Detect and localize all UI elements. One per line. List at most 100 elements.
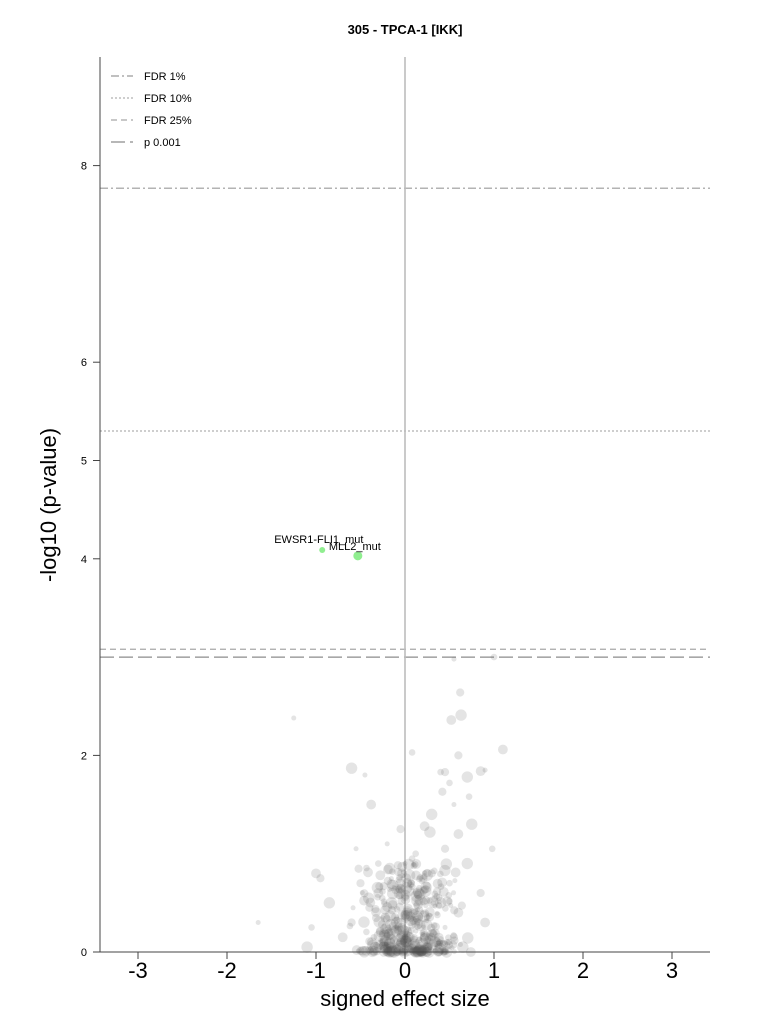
data-point [411, 861, 417, 867]
data-point [394, 915, 400, 921]
data-point [433, 887, 442, 896]
data-point [394, 925, 405, 936]
data-point [416, 874, 424, 881]
data-point [393, 916, 401, 924]
data-point [437, 883, 445, 890]
data-point [466, 818, 478, 830]
data-point [435, 894, 443, 901]
data-point [400, 936, 412, 948]
x-tick-label: 3 [666, 958, 678, 983]
data-point [401, 934, 407, 940]
data-point [416, 906, 424, 913]
data-point [416, 914, 422, 920]
data-point [397, 892, 403, 898]
data-point [366, 945, 379, 958]
data-point [437, 877, 448, 888]
data-point [440, 844, 450, 853]
data-point [417, 936, 423, 942]
legend-label-2: FDR 25% [144, 115, 192, 127]
data-point [425, 897, 433, 904]
data-point [369, 946, 380, 956]
data-point [384, 938, 396, 950]
data-point [456, 688, 465, 697]
highlight-point-1 [353, 551, 363, 561]
data-point [386, 946, 392, 952]
legend: FDR 1% FDR 10% FDR 25% p 0.001 [111, 71, 192, 149]
data-point [402, 903, 413, 914]
data-point [384, 947, 393, 956]
data-point [450, 867, 461, 878]
data-point [378, 929, 391, 942]
data-point [393, 934, 405, 946]
data-point [414, 919, 426, 931]
data-point [445, 892, 453, 899]
data-point [389, 936, 399, 945]
data-point [356, 879, 365, 888]
data-point [416, 946, 426, 957]
data-point [404, 932, 415, 942]
data-point [419, 821, 430, 832]
data-point [439, 939, 447, 947]
data-point [426, 808, 438, 821]
data-point [402, 861, 408, 867]
data-point [379, 935, 392, 947]
data-point [397, 896, 406, 906]
data-point [403, 933, 409, 939]
data-point [411, 911, 424, 923]
data-point [435, 902, 443, 909]
data-point [396, 930, 406, 939]
data-point [425, 913, 435, 922]
data-point [415, 944, 428, 957]
data-point [361, 945, 371, 956]
data-point [451, 890, 457, 896]
data-point [424, 942, 433, 952]
data-point [421, 909, 430, 918]
data-point [413, 946, 421, 953]
data-point [373, 941, 380, 949]
data-point [387, 906, 397, 915]
data-point [394, 942, 400, 948]
data-point [461, 771, 473, 783]
data-point [498, 744, 508, 755]
data-point [385, 941, 396, 952]
data-point [434, 940, 443, 949]
x-tick-label: -3 [128, 958, 148, 983]
data-point [358, 916, 370, 928]
y-ticks: 0 2 4 5 6 8 [81, 161, 100, 959]
data-point [369, 941, 381, 954]
data-point [438, 787, 447, 796]
data-point [419, 933, 430, 944]
data-point [382, 902, 393, 912]
data-point [412, 887, 425, 899]
data-point [385, 946, 393, 953]
data-point [393, 947, 402, 956]
data-point [316, 874, 325, 883]
data-point [385, 918, 397, 931]
data-point [402, 929, 409, 936]
data-point [378, 894, 386, 902]
x-tick-label: -1 [306, 958, 326, 983]
data-point [429, 935, 441, 948]
data-point [401, 933, 409, 941]
data-point [413, 928, 419, 934]
data-point [402, 948, 408, 954]
data-point [402, 941, 410, 948]
data-point [423, 941, 433, 952]
data-point [414, 888, 426, 901]
x-tick-label: 2 [577, 958, 589, 983]
data-point [400, 869, 406, 875]
data-point [409, 907, 419, 918]
data-point [395, 878, 406, 889]
data-point [397, 925, 410, 937]
data-point [400, 910, 411, 921]
data-point [375, 926, 385, 936]
data-point [439, 939, 449, 948]
data-point [416, 875, 423, 883]
data-point [410, 890, 422, 902]
data-point [425, 912, 433, 920]
data-point [402, 906, 413, 916]
data-point [420, 931, 426, 937]
data-point [365, 903, 374, 912]
data-point [373, 930, 386, 942]
data-point [433, 892, 441, 900]
